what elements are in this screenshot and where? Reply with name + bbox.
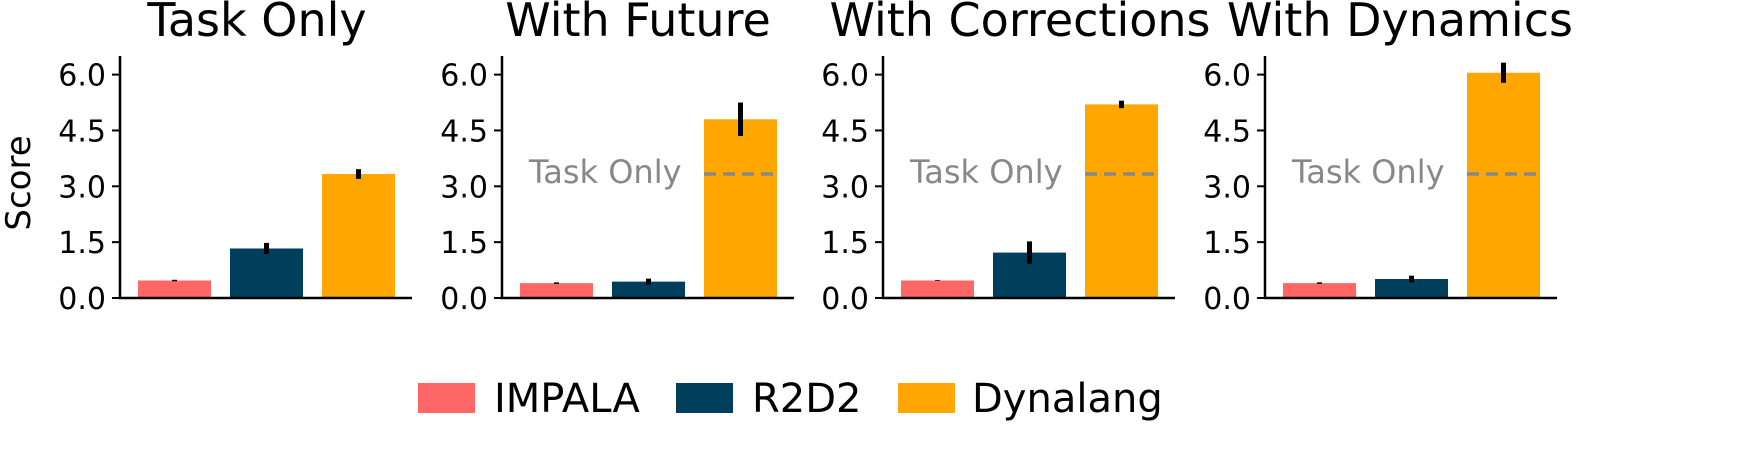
bar-impala xyxy=(138,280,211,298)
legend-swatch-r2d2 xyxy=(676,383,733,413)
y-tick-label: 0.0 xyxy=(58,282,106,317)
bar-dynalang xyxy=(704,119,777,299)
legend-label-r2d2: R2D2 xyxy=(752,376,862,422)
y-tick-label: 0.0 xyxy=(1203,282,1251,317)
y-tick-label: 4.5 xyxy=(58,114,106,149)
panel-1: Task Only 0.0 1.5 3.0 4.5 6.0 xyxy=(58,0,412,317)
legend: IMPALA R2D2 Dynalang xyxy=(418,376,1163,422)
legend-item-r2d2: R2D2 xyxy=(676,376,862,422)
reference-label: Task Only xyxy=(909,153,1063,191)
legend-swatch-dynalang xyxy=(898,383,955,413)
reference-label: Task Only xyxy=(1291,153,1445,191)
y-tick-label: 1.5 xyxy=(821,226,869,261)
panel-title: With Future xyxy=(505,0,771,47)
panel-2: With Future Task Only 0.0 1.5 3.0 4.5 6.0 xyxy=(440,0,794,317)
y-tick-label: 3.0 xyxy=(821,170,869,205)
bar-r2d2 xyxy=(1375,279,1448,298)
panel-title: Task Only xyxy=(146,0,366,47)
y-tick-label: 6.0 xyxy=(821,59,869,94)
reference-label: Task Only xyxy=(528,153,682,191)
panel-title: With Dynamics xyxy=(1227,0,1573,47)
panel-3: With Corrections Task Only 0.0 1.5 3.0 4.5 6.0 xyxy=(821,0,1210,317)
bar-dynalang xyxy=(322,174,395,298)
y-tick-label: 3.0 xyxy=(440,170,488,205)
y-tick-label: 4.5 xyxy=(440,114,488,149)
y-tick-label: 0.0 xyxy=(440,282,488,317)
legend-swatch-impala xyxy=(418,383,475,413)
panel-title: With Corrections xyxy=(829,0,1210,47)
y-axis-label: Score xyxy=(0,135,39,230)
y-tick-label: 1.5 xyxy=(1203,226,1251,261)
bar-r2d2 xyxy=(612,281,685,298)
bar-dynalang xyxy=(1467,72,1540,298)
y-tick-label: 4.5 xyxy=(821,114,869,149)
y-tick-label: 6.0 xyxy=(58,59,106,94)
chart-panels: Task Only 0.0 1.5 3.0 4.5 6.0 With Future Task … xyxy=(58,0,1573,317)
y-tick-label: 3.0 xyxy=(58,170,106,205)
y-tick-label: 6.0 xyxy=(1203,59,1251,94)
y-tick-label: 3.0 xyxy=(1203,170,1251,205)
bar-impala xyxy=(520,283,593,298)
bar-impala xyxy=(901,280,974,298)
bar-dynalang xyxy=(1085,104,1158,299)
bar-r2d2 xyxy=(230,248,303,298)
legend-item-dynalang: Dynalang xyxy=(898,376,1163,422)
y-tick-label: 0.0 xyxy=(821,282,869,317)
y-tick-label: 1.5 xyxy=(58,226,106,261)
y-tick-label: 4.5 xyxy=(1203,114,1251,149)
y-tick-label: 1.5 xyxy=(440,226,488,261)
legend-label-dynalang: Dynalang xyxy=(972,376,1163,422)
panel-4: With Dynamics Task Only 0.0 1.5 3.0 4.5 6.0 xyxy=(1203,0,1573,317)
legend-label-impala: IMPALA xyxy=(494,376,640,422)
legend-item-impala: IMPALA xyxy=(418,376,640,422)
y-tick-label: 6.0 xyxy=(440,59,488,94)
bar-impala xyxy=(1283,283,1356,298)
